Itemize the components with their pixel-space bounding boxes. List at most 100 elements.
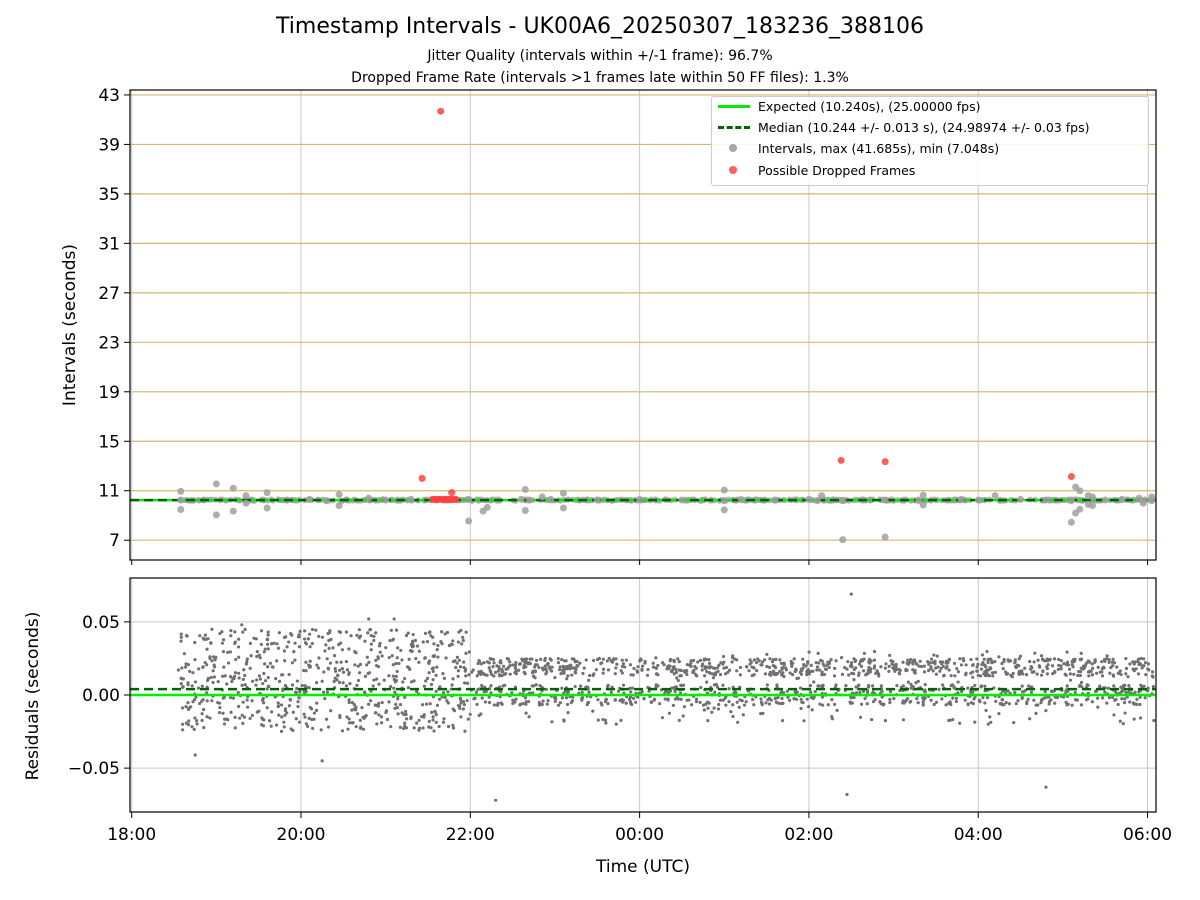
residual-point bbox=[497, 685, 502, 689]
residual-point bbox=[833, 702, 837, 706]
residual-point bbox=[391, 663, 395, 667]
residual-point bbox=[852, 695, 856, 700]
residual-point bbox=[748, 658, 752, 662]
residual-point bbox=[562, 666, 566, 670]
residual-point bbox=[347, 721, 352, 725]
residual-point bbox=[475, 702, 479, 707]
residual-point bbox=[461, 707, 465, 711]
residual-point bbox=[1014, 701, 1018, 706]
residual-point bbox=[643, 659, 647, 664]
residual-point bbox=[436, 655, 440, 659]
residual-point bbox=[217, 711, 222, 715]
residual-point bbox=[727, 668, 732, 672]
residual-point bbox=[456, 704, 461, 708]
residual-point bbox=[368, 628, 373, 632]
residual-point bbox=[875, 669, 879, 673]
residual-point bbox=[1079, 680, 1084, 685]
residual-point bbox=[958, 721, 962, 725]
residual-point bbox=[933, 662, 937, 666]
residual-point bbox=[669, 669, 673, 674]
residual-point bbox=[241, 630, 245, 634]
residual-point bbox=[427, 631, 431, 635]
residual-point bbox=[931, 669, 935, 673]
residual-point bbox=[807, 650, 811, 654]
residual-point bbox=[295, 686, 299, 691]
residual-point bbox=[522, 664, 526, 668]
residual-point bbox=[441, 671, 445, 676]
residual-point bbox=[639, 657, 643, 661]
residual-point bbox=[298, 629, 302, 633]
residual-point bbox=[523, 661, 527, 665]
interval-point bbox=[737, 495, 745, 503]
residual-point bbox=[1049, 689, 1053, 693]
residual-point bbox=[281, 688, 285, 692]
residual-point bbox=[180, 666, 184, 670]
residual-point bbox=[904, 698, 908, 702]
residual-point bbox=[691, 670, 695, 674]
residual-point bbox=[297, 720, 302, 724]
chart-subtitle-dropped: Dropped Frame Rate (intervals >1 frames … bbox=[351, 70, 849, 86]
residual-point bbox=[789, 659, 793, 664]
residual-point bbox=[654, 656, 658, 660]
residual-point bbox=[915, 662, 919, 666]
residual-point bbox=[275, 659, 279, 663]
residual-point bbox=[887, 669, 891, 673]
residual-point bbox=[612, 657, 616, 661]
residual-point bbox=[291, 728, 295, 732]
residual-point bbox=[1077, 684, 1082, 688]
residual-point bbox=[1013, 661, 1017, 665]
residual-point bbox=[701, 703, 706, 707]
residual-point bbox=[1013, 665, 1018, 669]
residual-point bbox=[222, 638, 226, 642]
residual-point bbox=[606, 668, 611, 672]
residual-point bbox=[541, 699, 545, 703]
residual-point bbox=[275, 642, 279, 646]
residual-point bbox=[1051, 664, 1055, 668]
residual-point bbox=[307, 716, 311, 720]
residual-point bbox=[911, 661, 915, 665]
residual-point bbox=[785, 689, 789, 693]
interval-point bbox=[483, 503, 491, 511]
residual-point bbox=[693, 664, 697, 669]
residual-point bbox=[1052, 657, 1057, 661]
residual-point bbox=[802, 662, 806, 667]
residual-point bbox=[409, 642, 413, 647]
residual-point bbox=[1088, 669, 1092, 673]
residual-point bbox=[233, 640, 237, 644]
residual-point bbox=[446, 701, 450, 705]
residual-point bbox=[314, 628, 318, 632]
residual-point bbox=[1146, 662, 1150, 666]
residual-point bbox=[549, 669, 554, 673]
residual-point bbox=[901, 660, 905, 664]
residual-point bbox=[984, 708, 988, 713]
residual-point bbox=[254, 683, 258, 687]
residual-point bbox=[332, 679, 336, 684]
residual-point bbox=[631, 696, 636, 700]
residual-point bbox=[1103, 690, 1107, 694]
residual-point bbox=[216, 700, 220, 705]
residual-point bbox=[581, 671, 585, 676]
residual-point bbox=[613, 698, 618, 702]
residual-point bbox=[304, 642, 308, 646]
residual-point bbox=[1139, 663, 1143, 667]
residual-point bbox=[462, 703, 466, 707]
residual-point bbox=[337, 680, 342, 684]
residual-point bbox=[613, 672, 617, 676]
residual-point bbox=[887, 664, 891, 669]
residual-point bbox=[986, 673, 990, 677]
residual-point bbox=[556, 661, 561, 665]
residual-point bbox=[681, 714, 685, 718]
bottom-xtick-label: 06:00 bbox=[1123, 825, 1172, 845]
residual-point bbox=[810, 708, 814, 712]
residual-point bbox=[1013, 690, 1017, 695]
residual-point bbox=[954, 699, 958, 704]
residual-point bbox=[940, 697, 944, 701]
interval-point bbox=[521, 507, 529, 515]
interval-point bbox=[1017, 495, 1025, 503]
residual-point bbox=[872, 649, 877, 654]
residual-point bbox=[304, 685, 308, 689]
residual-point bbox=[660, 716, 665, 720]
interval-point bbox=[365, 494, 373, 502]
residual-point bbox=[776, 695, 780, 700]
residual-point bbox=[750, 697, 755, 702]
